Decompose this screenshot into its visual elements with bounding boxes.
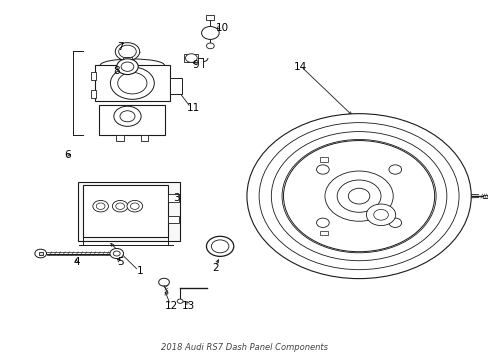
Circle shape bbox=[130, 203, 139, 210]
Circle shape bbox=[127, 201, 142, 212]
Text: 8: 8 bbox=[113, 66, 120, 76]
Bar bbox=[94, 65, 170, 101]
Circle shape bbox=[201, 27, 219, 40]
Circle shape bbox=[373, 210, 387, 220]
Text: 2: 2 bbox=[211, 263, 218, 273]
Circle shape bbox=[117, 59, 138, 75]
Circle shape bbox=[93, 201, 108, 212]
Text: 10: 10 bbox=[216, 23, 229, 33]
Bar bbox=[167, 194, 178, 202]
Bar bbox=[90, 72, 95, 80]
Circle shape bbox=[185, 54, 197, 62]
Circle shape bbox=[158, 278, 169, 286]
Bar bbox=[82, 185, 167, 237]
Text: 13: 13 bbox=[182, 301, 195, 311]
Bar bbox=[167, 216, 178, 223]
Circle shape bbox=[388, 165, 401, 174]
Circle shape bbox=[271, 132, 446, 261]
Circle shape bbox=[110, 248, 123, 258]
Bar bbox=[170, 78, 182, 94]
Circle shape bbox=[119, 45, 136, 58]
Circle shape bbox=[206, 236, 233, 256]
Circle shape bbox=[325, 171, 392, 221]
Bar bbox=[99, 105, 165, 135]
Circle shape bbox=[120, 111, 135, 122]
Bar bbox=[116, 135, 124, 140]
Circle shape bbox=[118, 72, 147, 94]
Bar bbox=[78, 182, 180, 241]
Circle shape bbox=[211, 240, 228, 253]
Circle shape bbox=[316, 218, 328, 228]
Circle shape bbox=[336, 180, 380, 212]
Text: 2018 Audi RS7 Dash Panel Components: 2018 Audi RS7 Dash Panel Components bbox=[161, 343, 327, 352]
Bar bbox=[141, 135, 148, 140]
Circle shape bbox=[347, 188, 369, 204]
Bar bbox=[320, 231, 327, 235]
Circle shape bbox=[206, 43, 214, 49]
Bar bbox=[183, 54, 198, 62]
Bar bbox=[90, 90, 95, 98]
Text: 14: 14 bbox=[293, 62, 306, 72]
Circle shape bbox=[112, 201, 128, 212]
Circle shape bbox=[177, 299, 183, 303]
Circle shape bbox=[246, 114, 470, 279]
Circle shape bbox=[110, 67, 154, 99]
Text: 6: 6 bbox=[64, 150, 71, 160]
Circle shape bbox=[121, 62, 134, 71]
Bar bbox=[206, 15, 214, 21]
Circle shape bbox=[114, 106, 141, 126]
Circle shape bbox=[282, 139, 435, 253]
Circle shape bbox=[113, 251, 120, 256]
Text: 9: 9 bbox=[192, 60, 199, 70]
Circle shape bbox=[283, 140, 434, 252]
Text: 7: 7 bbox=[117, 42, 123, 52]
Circle shape bbox=[259, 123, 458, 270]
Text: 3: 3 bbox=[173, 193, 179, 203]
Bar bbox=[39, 252, 43, 255]
Circle shape bbox=[316, 165, 328, 174]
Text: 5: 5 bbox=[117, 257, 123, 267]
Circle shape bbox=[388, 218, 401, 228]
Bar bbox=[320, 157, 327, 162]
Text: 12: 12 bbox=[164, 301, 178, 311]
Circle shape bbox=[366, 204, 395, 226]
Text: 11: 11 bbox=[186, 103, 200, 113]
Circle shape bbox=[96, 203, 105, 210]
Bar bbox=[122, 57, 132, 62]
Circle shape bbox=[115, 42, 140, 60]
Text: 4: 4 bbox=[73, 257, 80, 267]
Text: 1: 1 bbox=[136, 266, 142, 276]
Circle shape bbox=[35, 249, 46, 258]
Circle shape bbox=[116, 203, 124, 210]
